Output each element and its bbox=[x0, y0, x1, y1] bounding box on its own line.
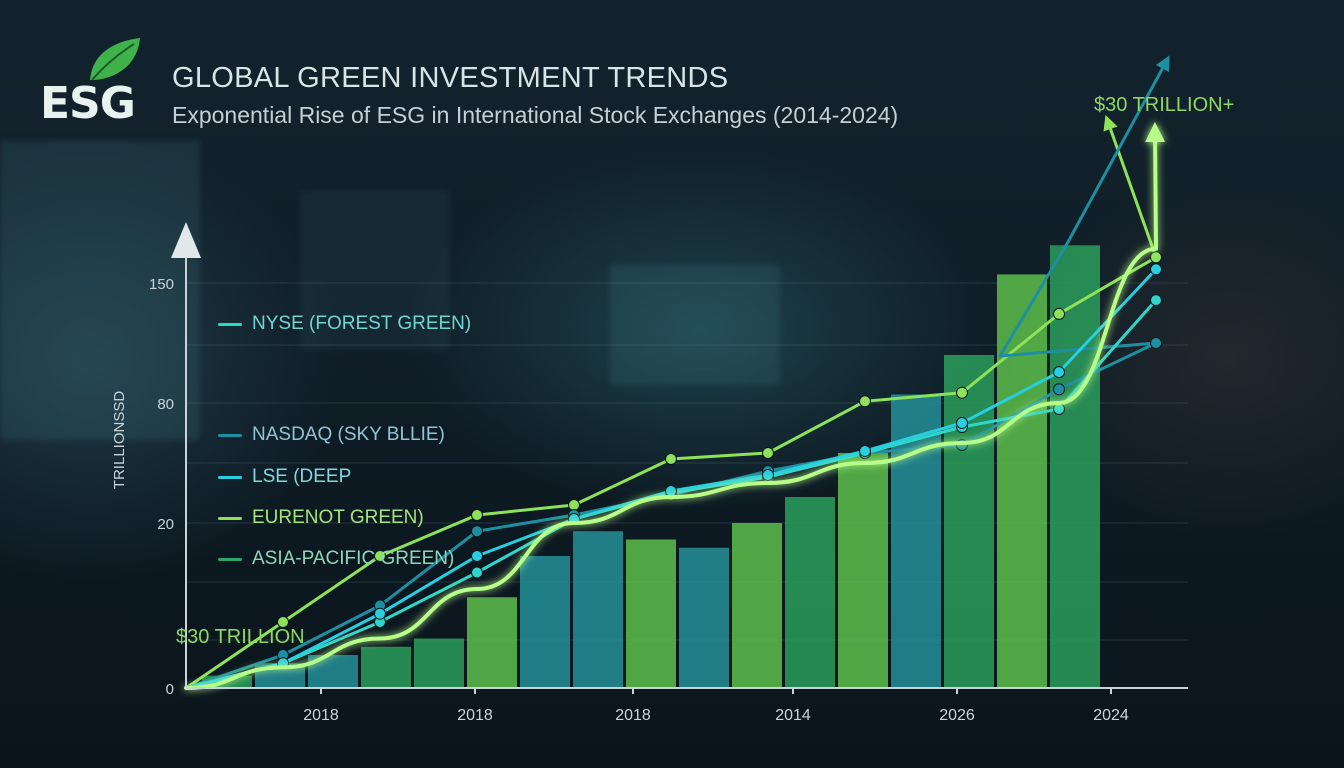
y-tick-label-3: 150 bbox=[149, 276, 174, 293]
x-tick-label-1: 2018 bbox=[457, 707, 493, 724]
point-euronext-6 bbox=[762, 447, 774, 459]
background-screen-center bbox=[610, 265, 780, 385]
point-nyse-3 bbox=[471, 566, 483, 579]
y-tick-label-0: 0 bbox=[166, 681, 174, 698]
point-lse-6 bbox=[762, 469, 774, 481]
point-euronext-10 bbox=[1150, 251, 1162, 264]
point-lse-9 bbox=[1053, 366, 1065, 379]
annotation-start: $30 TRILLION bbox=[176, 626, 305, 648]
x-tick-label-4: 2026 bbox=[939, 707, 975, 724]
series-line-glow_line bbox=[184, 122, 1166, 690]
point-euronext-5 bbox=[665, 453, 677, 465]
bars bbox=[202, 245, 1100, 689]
point-nasdaq-10 bbox=[1150, 337, 1162, 349]
point-lse-8 bbox=[956, 417, 968, 429]
y-axis-arrow-icon bbox=[171, 222, 201, 258]
bar-3 bbox=[361, 646, 411, 688]
y-tick-label-2: 80 bbox=[157, 396, 174, 413]
axis-labels: 0 20 80 150 2018 2018 2018 2014 2026 2024 TRILLION… bbox=[111, 94, 1234, 724]
point-lse-10 bbox=[1150, 263, 1162, 276]
x-tick-label-5: 2024 bbox=[1093, 707, 1129, 724]
point-euronext-7 bbox=[859, 395, 871, 408]
x-tick-label-0: 2018 bbox=[303, 707, 339, 724]
bar-7 bbox=[573, 531, 623, 688]
background-screen-upper bbox=[300, 190, 450, 350]
point-euronext-8 bbox=[956, 386, 968, 399]
x-tick-label-2: 2018 bbox=[615, 707, 651, 724]
point-lse-2 bbox=[374, 607, 386, 620]
point-euronext-9 bbox=[1053, 307, 1065, 320]
bar-14 bbox=[944, 355, 994, 688]
x-tick-label-3: 2014 bbox=[775, 707, 811, 724]
y-tick-label-1: 20 bbox=[157, 516, 174, 533]
point-nasdaq-3 bbox=[471, 525, 483, 538]
page-title: GLOBAL GREEN INVESTMENT TRENDS bbox=[172, 62, 729, 94]
esg-logo: ESG bbox=[40, 36, 150, 136]
bar-11 bbox=[785, 497, 835, 688]
point-lse-5 bbox=[665, 485, 677, 497]
leaf-icon bbox=[90, 38, 140, 81]
bar-4 bbox=[414, 638, 464, 688]
axes bbox=[171, 222, 1188, 689]
point-euronext-1 bbox=[277, 616, 289, 628]
bar-8 bbox=[626, 539, 676, 688]
point-euronext-4 bbox=[568, 499, 580, 511]
series-lines bbox=[184, 55, 1170, 690]
background-screen-left bbox=[0, 140, 200, 440]
bar-6 bbox=[520, 556, 570, 688]
bar-9 bbox=[679, 547, 729, 688]
point-nyse-10 bbox=[1150, 294, 1162, 307]
point-nyse-9 bbox=[1053, 403, 1065, 415]
point-nasdaq-9 bbox=[1053, 383, 1065, 396]
series-line-euronext bbox=[184, 114, 1158, 690]
bar-10 bbox=[732, 523, 782, 688]
bar-5 bbox=[467, 597, 517, 688]
bar-15 bbox=[997, 274, 1047, 688]
point-lse-7 bbox=[859, 445, 871, 457]
point-euronext-2 bbox=[374, 550, 386, 562]
page-subtitle: Exponential Rise of ESG in International… bbox=[172, 102, 899, 128]
annotation-end: $30 TRILLION+ bbox=[1094, 94, 1234, 116]
point-lse-3 bbox=[471, 550, 483, 562]
point-euronext-3 bbox=[471, 509, 483, 521]
y-axis-label: TRILLIONSSD bbox=[111, 391, 128, 490]
logo-text: ESG bbox=[40, 78, 136, 129]
bar-12 bbox=[838, 453, 888, 688]
